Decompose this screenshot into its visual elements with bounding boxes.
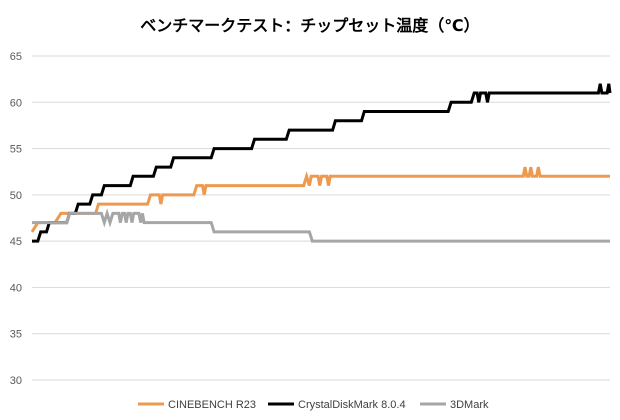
series-line-2 (32, 208, 610, 243)
y-tick-label-55: 55 (10, 144, 22, 156)
y-tick-label-30: 30 (10, 375, 22, 387)
y-tick-label-65: 65 (10, 51, 22, 63)
series-line-0 (30, 166, 610, 233)
series-line-1 (32, 83, 612, 243)
y-tick-label-50: 50 (10, 190, 22, 202)
legend-label-0: CINEBENCH R23 (168, 399, 256, 411)
y-tick-label-35: 35 (10, 329, 22, 341)
legend-label-1: CrystalDiskMark 8.0.4 (298, 399, 406, 411)
y-tick-label-40: 40 (10, 282, 22, 294)
legend-label-2: 3DMark (450, 399, 489, 411)
chart-title: ベンチマークテスト：チップセット温度（℃） (140, 16, 480, 35)
y-tick-label-45: 45 (10, 236, 22, 248)
y-tick-label-60: 60 (10, 97, 22, 109)
